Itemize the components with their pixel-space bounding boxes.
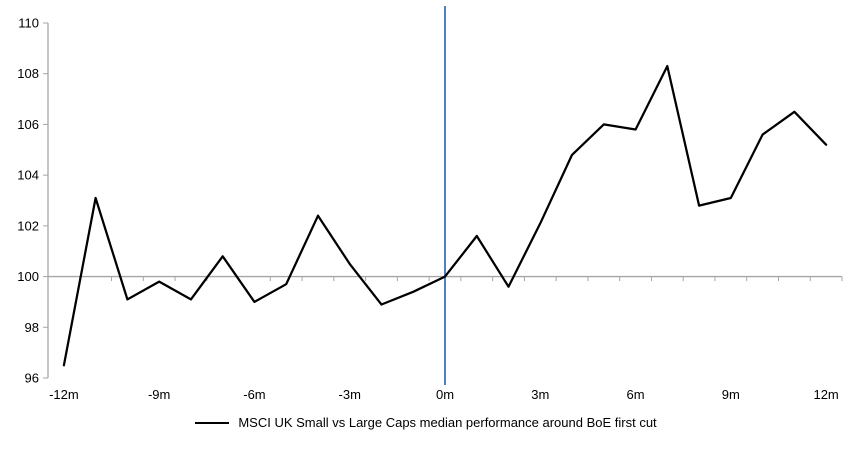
series-line	[62, 64, 828, 367]
x-tick-label: -12m	[49, 387, 79, 402]
legend-series-label: MSCI UK Small vs Large Caps median perfo…	[238, 415, 657, 430]
y-tick-label: 108	[17, 66, 39, 81]
x-tick-label: 12m	[813, 387, 838, 402]
y-tick-label: 110	[18, 16, 39, 31]
x-tick-label: 3m	[531, 387, 549, 402]
x-tick-label: 6m	[627, 387, 645, 402]
legend: MSCI UK Small vs Large Caps median perfo…	[0, 415, 852, 430]
y-tick-label: 106	[17, 117, 39, 132]
y-tick-label: 96	[25, 371, 39, 386]
y-tick-label: 102	[17, 218, 39, 233]
y-tick-label: 98	[25, 320, 39, 335]
x-tick-label: -6m	[243, 387, 265, 402]
x-tick-label: -3m	[339, 387, 361, 402]
y-tick-label: 104	[17, 168, 39, 183]
x-tick-label: 9m	[722, 387, 740, 402]
legend-line-marker	[195, 421, 230, 424]
x-tick-label: -9m	[148, 387, 170, 402]
y-tick-label: 100	[17, 269, 39, 284]
x-tick-label: 0m	[436, 387, 454, 402]
